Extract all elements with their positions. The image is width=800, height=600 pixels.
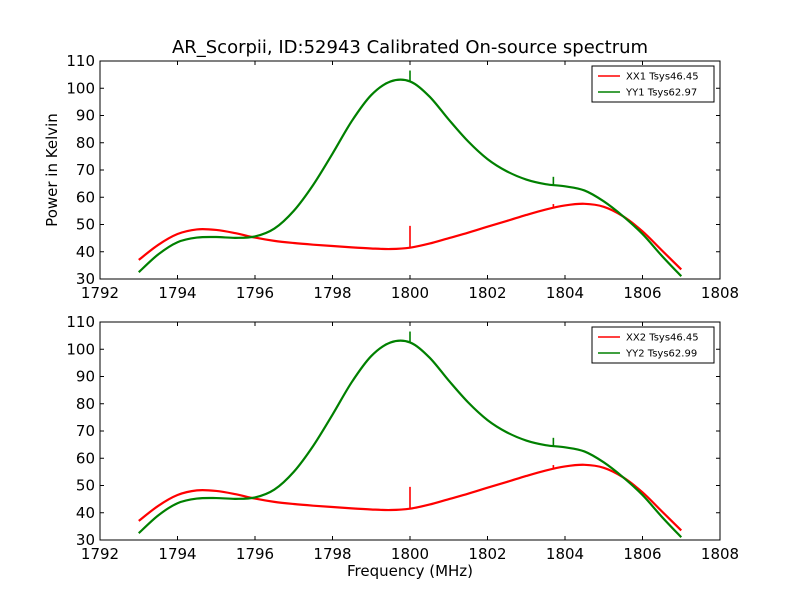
x-tick-label: 1794 bbox=[158, 545, 196, 563]
y-tick-label: 30 bbox=[76, 270, 95, 288]
x-tick-label: 1804 bbox=[546, 284, 584, 302]
legend-label-1: XX1 Tsys46.45 bbox=[626, 72, 699, 83]
x-tick-label: 1796 bbox=[236, 284, 274, 302]
y-tick-label: 80 bbox=[76, 395, 95, 413]
y-tick-label: 60 bbox=[76, 449, 95, 467]
y-tick-label: 60 bbox=[76, 188, 95, 206]
x-tick-label: 1794 bbox=[158, 284, 196, 302]
y-tick-label: 90 bbox=[76, 107, 95, 125]
x-tick-label: 1798 bbox=[313, 284, 351, 302]
y-tick-label: 40 bbox=[76, 243, 95, 261]
x-tick-label: 1800 bbox=[391, 545, 429, 563]
y-tick-label: 90 bbox=[76, 368, 95, 386]
y-tick-label: 110 bbox=[66, 52, 95, 70]
y-tick-label: 50 bbox=[76, 216, 95, 234]
x-tick-label: 1808 bbox=[701, 545, 739, 563]
top-panel: 1792 1794 1796 1798 1800 1802 1804 1806 1808 30 40… bbox=[43, 52, 739, 302]
series-line-2 bbox=[138, 78, 683, 278]
series-line-2 bbox=[138, 339, 683, 539]
legend: XX1 Tsys46.45 YY1 Tsys62.97 bbox=[591, 65, 715, 103]
y-tick-label: 40 bbox=[76, 504, 95, 522]
x-tick-label: 1792 bbox=[81, 545, 119, 563]
legend-box bbox=[591, 65, 715, 103]
x-tick-label: 1808 bbox=[701, 284, 739, 302]
chart-title: AR_Scorpii, ID:52943 Calibrated On-sourc… bbox=[172, 37, 648, 58]
y-tick-label: 110 bbox=[66, 313, 95, 331]
x-tick-label: 1802 bbox=[468, 545, 506, 563]
x-tick-label: 1798 bbox=[313, 545, 351, 563]
bottom-panel: 1792 1794 1796 1798 1800 1802 1804 1806 1808 30 40… bbox=[66, 313, 739, 580]
x-tick-label: 1796 bbox=[236, 545, 274, 563]
y-tick-label: 100 bbox=[66, 340, 95, 358]
x-tick-label: 1792 bbox=[81, 284, 119, 302]
y-tick-label: 70 bbox=[76, 422, 95, 440]
legend-label-2: YY2 Tsys62.99 bbox=[625, 349, 697, 360]
legend-label-2: YY1 Tsys62.97 bbox=[625, 88, 697, 99]
y-axis-label: Power in Kelvin bbox=[43, 113, 61, 227]
x-tick-label: 1800 bbox=[391, 284, 429, 302]
y-tick-label: 80 bbox=[76, 134, 95, 152]
legend-label-1: XX2 Tsys46.45 bbox=[626, 333, 699, 344]
y-tick-label: 50 bbox=[76, 477, 95, 495]
legend-box bbox=[591, 326, 715, 364]
x-tick-label: 1806 bbox=[623, 284, 661, 302]
legend: XX2 Tsys46.45 YY2 Tsys62.99 bbox=[591, 326, 715, 364]
x-tick-label: 1802 bbox=[468, 284, 506, 302]
y-tick-label: 100 bbox=[66, 79, 95, 97]
x-tick-label: 1804 bbox=[546, 545, 584, 563]
y-tick-label: 30 bbox=[76, 531, 95, 549]
x-axis-label: Frequency (MHz) bbox=[347, 562, 473, 580]
y-tick-label: 70 bbox=[76, 161, 95, 179]
x-tick-label: 1806 bbox=[623, 545, 661, 563]
